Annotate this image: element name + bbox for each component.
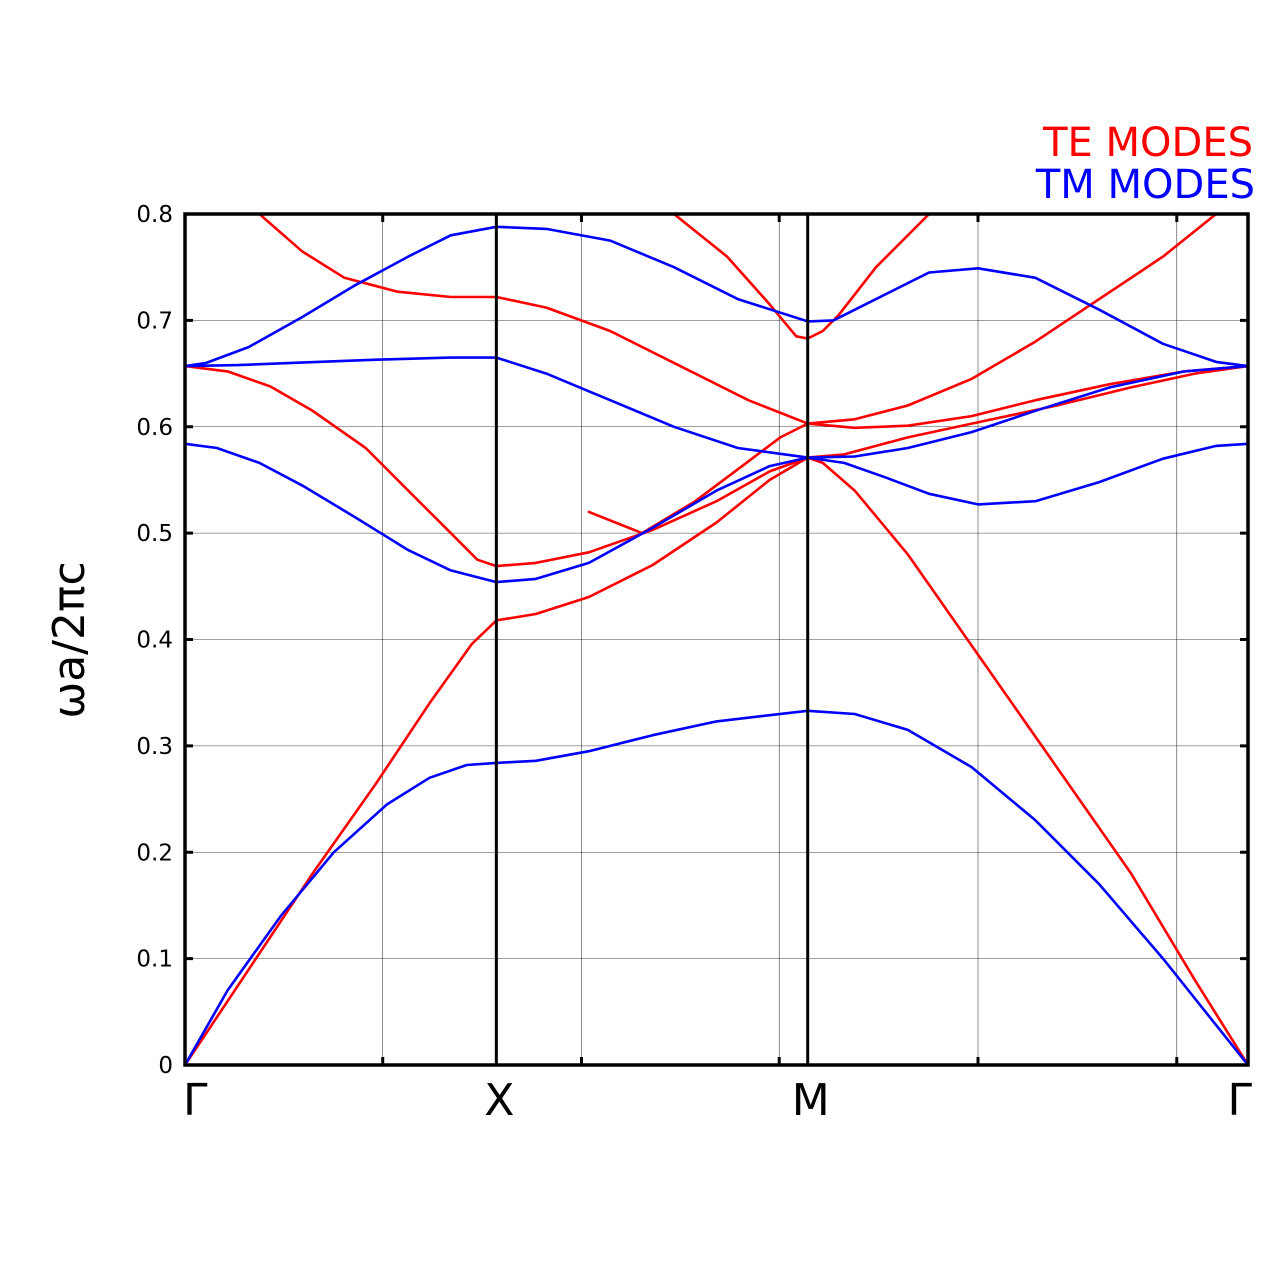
tm-band (185, 356, 1248, 459)
y-tick-label: 0.5 (136, 521, 173, 547)
te-band (185, 456, 1248, 1065)
y-tick-label: 0.1 (136, 947, 173, 973)
x-tick-label: X (484, 1075, 514, 1126)
symmetry-lines (494, 214, 810, 1065)
y-tick-label: 0 (158, 1053, 173, 1079)
te-band (671, 214, 931, 340)
y-tick-label: 0.4 (136, 628, 173, 654)
x-tick-label: M (792, 1075, 830, 1126)
tm-band (185, 709, 1248, 1065)
bands (185, 214, 1248, 1065)
tm-band (185, 225, 1248, 368)
grid (185, 214, 1248, 1065)
y-tick-label: 0.3 (136, 734, 173, 760)
tm-band (185, 442, 1248, 584)
legend-te-modes: TE MODES (1042, 120, 1253, 166)
y-tick-label: 0.6 (136, 415, 173, 441)
y-tick-label: 0.7 (136, 308, 173, 334)
te-band (257, 214, 1248, 430)
te-band (587, 214, 1218, 535)
x-tick-label: Γ (1227, 1075, 1252, 1126)
x-tick-label: Γ (183, 1075, 208, 1126)
y-tick-label: 0.2 (136, 840, 173, 866)
te-band (185, 364, 1248, 568)
legend-tm-modes: TM MODES (1035, 162, 1255, 208)
tick-marks (185, 212, 1248, 1067)
y-tick-label: 0.8 (136, 202, 173, 228)
y-tick-labels: 0 0.1 0.2 0.3 0.4 0.5 0.6 0.7 0.8 (136, 202, 173, 1079)
y-axis-title: ωa/2πc (44, 561, 95, 718)
